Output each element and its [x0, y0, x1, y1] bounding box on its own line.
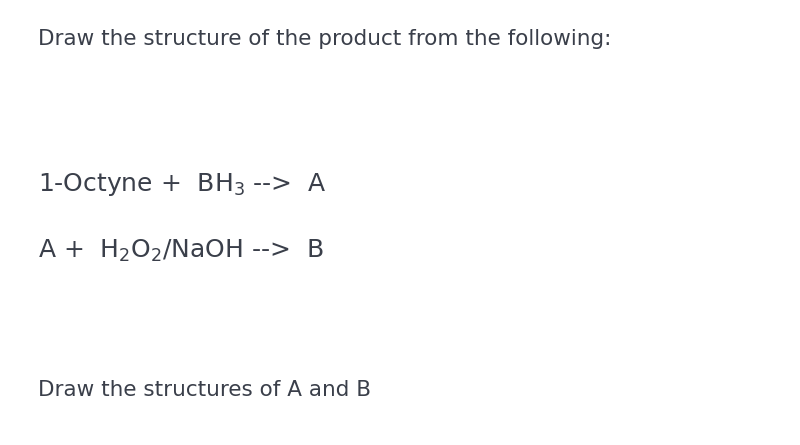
Text: A +  H$_2$O$_2$/NaOH -->  B: A + H$_2$O$_2$/NaOH --> B	[38, 238, 323, 264]
Text: Draw the structures of A and B: Draw the structures of A and B	[38, 380, 370, 400]
Text: Draw the structure of the product from the following:: Draw the structure of the product from t…	[38, 29, 611, 49]
Text: 1-Octyne +  BH$_3$ -->  A: 1-Octyne + BH$_3$ --> A	[38, 171, 326, 198]
